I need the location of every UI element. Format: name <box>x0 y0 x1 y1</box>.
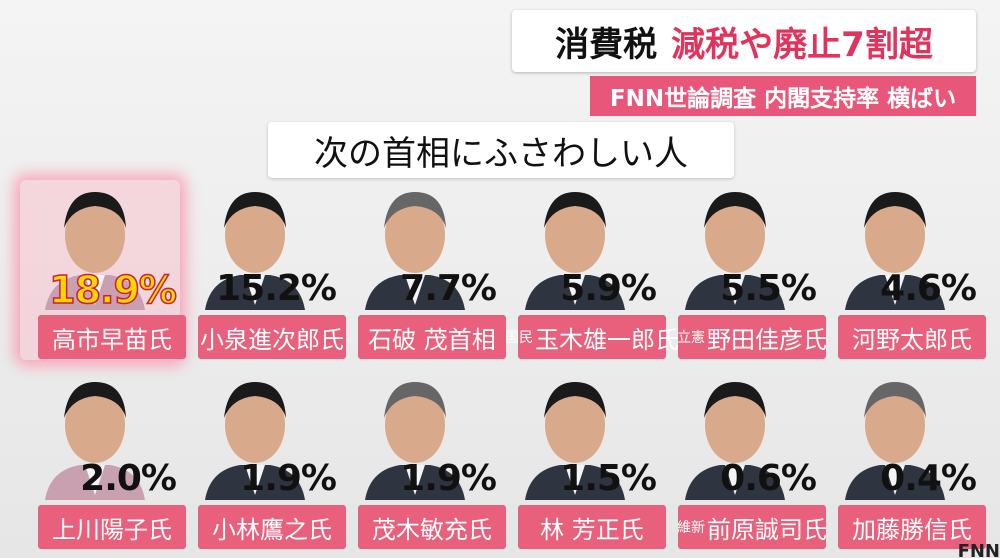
candidate-card: 4.6% 河野太郎氏 <box>820 180 986 360</box>
candidate-card: 0.4% 加藤勝信氏 <box>820 370 986 550</box>
support-rate: 18.9% <box>48 267 177 313</box>
candidate-card: 1.9% 茂木敏充氏 <box>340 370 506 550</box>
logo: FNN <box>957 541 1000 558</box>
candidate-name: 小林鷹之氏 <box>212 515 332 544</box>
name-box: 石破 茂首相 <box>358 315 506 359</box>
portrait <box>685 192 785 310</box>
party: 維新 <box>677 520 705 536</box>
candidate-name: 小泉進次郎氏 <box>200 325 344 354</box>
candidate-name: 前原誠司氏 <box>707 515 827 544</box>
candidate-name: 野田佳彦氏 <box>707 325 827 354</box>
candidate-card: 1.5% 林 芳正氏 <box>500 370 666 550</box>
support-rate: 1.9% <box>400 458 497 499</box>
portrait <box>845 192 945 310</box>
headline-box: 消費税 減税や廃止7割超 <box>512 10 976 72</box>
support-rate: 15.2% <box>216 268 337 309</box>
candidate-card: 1.9% 小林鷹之氏 <box>180 370 346 550</box>
candidate-name: 加藤勝信氏 <box>852 515 972 544</box>
portrait <box>205 192 305 310</box>
headline: 減税や廃止7割超 <box>671 24 933 65</box>
portrait <box>845 382 945 500</box>
name-box: 加藤勝信氏 <box>838 505 986 549</box>
name-box: 河野太郎氏 <box>838 315 986 359</box>
candidate-card: 0.6% 維新 前原誠司氏 <box>660 370 827 550</box>
candidate-name: 上川陽子氏 <box>52 515 172 544</box>
name-box: 小林鷹之氏 <box>198 505 346 549</box>
portrait <box>525 382 625 500</box>
party: 国民 <box>505 330 533 346</box>
subheader: FNN世論調査 内閣支持率 横ばい <box>590 76 976 116</box>
name-box: 立憲 野田佳彦氏 <box>677 315 827 359</box>
name-box: 林 芳正氏 <box>518 505 666 549</box>
portrait <box>205 382 305 500</box>
candidate-card: 2.0% 上川陽子氏 <box>20 370 186 550</box>
candidate-name: 石破 茂首相 <box>368 325 496 354</box>
portrait <box>45 382 145 500</box>
portrait <box>525 192 625 310</box>
candidate-name: 林 芳正氏 <box>540 515 644 544</box>
candidate-name: 高市早苗氏 <box>52 325 172 354</box>
support-rate: 0.4% <box>880 458 977 499</box>
portrait <box>365 382 465 500</box>
candidate-name: 河野太郎氏 <box>852 325 972 354</box>
name-box: 小泉進次郎氏 <box>198 315 346 359</box>
candidate-card: 15.2% 小泉進次郎氏 <box>180 180 346 360</box>
candidate-name: 玉木雄一郎氏 <box>535 325 679 354</box>
candidate-card: 7.7% 石破 茂首相 <box>340 180 506 360</box>
support-rate: 5.9% <box>560 268 657 309</box>
name-box: 茂木敏充氏 <box>358 505 506 549</box>
name-box: 上川陽子氏 <box>38 505 186 549</box>
candidate-card: 5.5% 立憲 野田佳彦氏 <box>660 180 827 360</box>
support-rate: 0.6% <box>720 458 817 499</box>
support-rate: 4.6% <box>880 268 977 309</box>
candidate-name: 茂木敏充氏 <box>372 515 492 544</box>
topic: 消費税 <box>555 24 658 65</box>
candidate-card: 18.9% 高市早苗氏 <box>20 180 186 360</box>
name-box: 高市早苗氏 <box>38 315 186 359</box>
support-rate: 2.0% <box>80 458 177 499</box>
support-rate: 1.9% <box>240 458 337 499</box>
support-rate: 5.5% <box>720 268 817 309</box>
portrait <box>45 192 145 310</box>
name-box: 維新 前原誠司氏 <box>677 505 827 549</box>
title: 次の首相にふさわしい人 <box>268 122 734 178</box>
party: 立憲 <box>677 330 705 346</box>
name-box: 国民 玉木雄一郎氏 <box>505 315 679 359</box>
support-rate: 7.7% <box>400 268 497 309</box>
portrait <box>685 382 785 500</box>
portrait <box>365 192 465 310</box>
support-rate: 1.5% <box>560 458 657 499</box>
candidate-card: 5.9% 国民 玉木雄一郎氏 <box>500 180 679 360</box>
